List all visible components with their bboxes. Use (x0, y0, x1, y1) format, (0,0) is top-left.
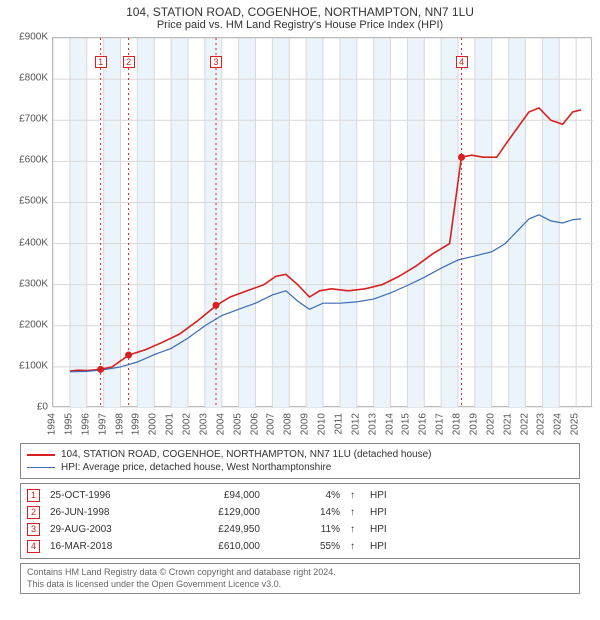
sales-row: 4 16-MAR-2018 £610,000 55% ↑ HPI (27, 538, 573, 555)
legend-swatch (27, 454, 55, 456)
y-tick-label: £400K (19, 237, 48, 248)
arrow-up-icon: ↑ (350, 507, 360, 518)
x-tick-label: 2021 (502, 413, 513, 435)
x-tick-label: 1997 (97, 413, 108, 435)
sales-row: 2 26-JUN-1998 £129,000 14% ↑ HPI (27, 504, 573, 521)
x-tick-label: 2001 (165, 413, 176, 435)
sales-marker: 2 (27, 506, 40, 519)
x-tick-label: 2011 (333, 413, 344, 435)
x-tick-label: 2019 (468, 413, 479, 435)
sales-pct: 4% (270, 490, 340, 501)
chart-area: £0 £100K £200K £300K £400K £500K £600K £700K £80… (8, 37, 592, 437)
x-tick-label: 2003 (198, 413, 209, 435)
sales-pct: 11% (270, 524, 340, 535)
chart-title-block: 104, STATION ROAD, COGENHOE, NORTHAMPTON… (8, 5, 592, 31)
sales-marker: 1 (27, 489, 40, 502)
arrow-up-icon: ↑ (350, 524, 360, 535)
x-tick-label: 2004 (215, 413, 226, 435)
sales-pct: 55% (270, 541, 340, 552)
x-axis-labels: 1994199519961997199819992000200120022003… (52, 411, 592, 437)
legend-swatch (27, 467, 55, 469)
sales-hpi-label: HPI (370, 507, 387, 518)
sales-hpi-label: HPI (370, 490, 387, 501)
y-tick-label: £500K (19, 196, 48, 207)
sales-hpi-label: HPI (370, 524, 387, 535)
x-tick-label: 2022 (519, 413, 530, 435)
sales-price: £610,000 (170, 541, 260, 552)
y-tick-label: £900K (19, 32, 48, 43)
x-tick-label: 2008 (283, 413, 294, 435)
sales-row: 3 29-AUG-2003 £249,950 11% ↑ HPI (27, 521, 573, 538)
y-tick-label: £600K (19, 155, 48, 166)
sales-price: £94,000 (170, 490, 260, 501)
sale-marker-1: 1 (95, 56, 107, 68)
x-tick-label: 2015 (401, 413, 412, 435)
x-tick-label: 1994 (47, 413, 58, 435)
x-tick-label: 2010 (317, 413, 328, 435)
legend-label: HPI: Average price, detached house, West… (61, 462, 331, 473)
y-tick-label: £200K (19, 319, 48, 330)
sale-marker-3: 3 (210, 56, 222, 68)
y-axis-labels: £0£100K£200K£300K£400K£500K£600K£700K£80… (8, 37, 52, 407)
x-tick-label: 1999 (131, 413, 142, 435)
attribution-line1: Contains HM Land Registry data © Crown c… (27, 567, 573, 579)
x-tick-label: 2020 (485, 413, 496, 435)
x-tick-label: 2012 (350, 413, 361, 435)
attribution: Contains HM Land Registry data © Crown c… (20, 563, 580, 594)
sale-marker-2: 2 (123, 56, 135, 68)
x-tick-label: 2025 (570, 413, 581, 435)
sales-row: 1 25-OCT-1996 £94,000 4% ↑ HPI (27, 487, 573, 504)
legend: 104, STATION ROAD, COGENHOE, NORTHAMPTON… (20, 443, 580, 479)
sales-price: £129,000 (170, 507, 260, 518)
sales-date: 29-AUG-2003 (50, 524, 160, 535)
sales-hpi-label: HPI (370, 541, 387, 552)
attribution-line2: This data is licensed under the Open Gov… (27, 579, 573, 591)
legend-row: HPI: Average price, detached house, West… (27, 461, 573, 474)
y-tick-label: £300K (19, 278, 48, 289)
sales-marker: 3 (27, 523, 40, 536)
x-tick-label: 1998 (114, 413, 125, 435)
plot-area: 1 2 3 4 (52, 37, 592, 407)
x-tick-label: 2014 (384, 413, 395, 435)
sales-date: 26-JUN-1998 (50, 507, 160, 518)
chart-title: 104, STATION ROAD, COGENHOE, NORTHAMPTON… (8, 5, 592, 19)
x-tick-label: 2006 (249, 413, 260, 435)
legend-row: 104, STATION ROAD, COGENHOE, NORTHAMPTON… (27, 448, 573, 461)
x-tick-label: 2017 (435, 413, 446, 435)
sales-date: 25-OCT-1996 (50, 490, 160, 501)
plot-svg (53, 38, 593, 408)
sales-pct: 14% (270, 507, 340, 518)
x-tick-label: 1996 (80, 413, 91, 435)
x-tick-label: 2024 (553, 413, 564, 435)
x-tick-label: 2000 (148, 413, 159, 435)
x-tick-label: 2018 (452, 413, 463, 435)
y-tick-label: £700K (19, 114, 48, 125)
sales-marker: 4 (27, 540, 40, 553)
x-tick-label: 2023 (536, 413, 547, 435)
x-tick-label: 1995 (63, 413, 74, 435)
sales-date: 16-MAR-2018 (50, 541, 160, 552)
sale-marker-4: 4 (456, 56, 468, 68)
x-tick-label: 2007 (266, 413, 277, 435)
arrow-up-icon: ↑ (350, 490, 360, 501)
x-tick-label: 2016 (418, 413, 429, 435)
x-tick-label: 2002 (182, 413, 193, 435)
y-tick-label: £800K (19, 73, 48, 84)
arrow-up-icon: ↑ (350, 541, 360, 552)
chart-subtitle: Price paid vs. HM Land Registry's House … (8, 19, 592, 31)
legend-label: 104, STATION ROAD, COGENHOE, NORTHAMPTON… (61, 449, 431, 460)
x-tick-label: 2013 (367, 413, 378, 435)
x-tick-label: 2009 (300, 413, 311, 435)
y-tick-label: £100K (19, 360, 48, 371)
y-tick-label: £0 (37, 402, 48, 413)
sales-table: 1 25-OCT-1996 £94,000 4% ↑ HPI 2 26-JUN-1998 £12… (20, 483, 580, 559)
x-tick-label: 2005 (232, 413, 243, 435)
sales-price: £249,950 (170, 524, 260, 535)
